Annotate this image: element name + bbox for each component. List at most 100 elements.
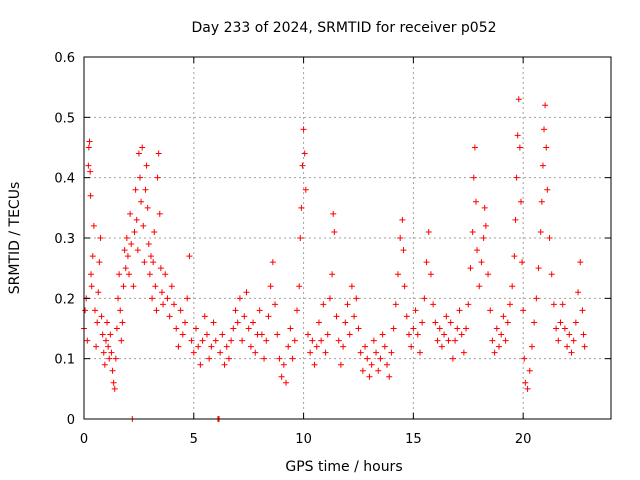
data-point [335,337,342,344]
data-point [470,174,477,181]
data-point [524,385,531,392]
data-point [399,216,406,223]
data-point [110,379,117,386]
data-point [175,343,182,350]
data-point [344,301,351,308]
data-point [333,313,340,320]
data-point [136,174,143,181]
data-point [498,331,505,338]
data-point [400,247,407,254]
data-point [158,289,165,296]
data-point [456,307,463,314]
data-point [223,343,230,350]
data-point [232,307,239,314]
data-point [487,307,494,314]
data-point [219,331,226,338]
data-point [287,325,294,332]
data-point [357,349,364,356]
data-point [561,325,568,332]
data-point [579,307,586,314]
data-point [146,271,153,278]
y-tick-label: 0 [67,413,75,428]
data-point [454,325,461,332]
data-point [151,228,158,235]
data-point [465,301,472,308]
data-point [299,162,306,169]
data-point [234,319,241,326]
data-point [276,355,283,362]
data-point [87,168,94,175]
data-point [460,349,467,356]
data-point [395,271,402,278]
data-point [150,259,157,266]
x-tick-label: 0 [80,432,88,447]
x-tick-label: 15 [405,432,422,447]
data-point [98,313,105,320]
data-point [269,259,276,266]
data-point [154,174,161,181]
data-point [94,319,101,326]
data-point [388,349,395,356]
data-point [485,271,492,278]
data-point [156,210,163,217]
data-point [95,289,102,296]
data-point [351,313,358,320]
data-point [208,343,215,350]
data-point [432,319,439,326]
x-tick-label: 5 [190,432,198,447]
data-point [512,216,519,223]
data-point [405,331,412,338]
data-point [117,307,124,314]
data-point [157,265,164,272]
data-point [370,337,377,344]
data-point [531,319,538,326]
y-tick-label: 0.6 [54,51,75,66]
data-point [526,367,533,374]
data-point [515,96,522,103]
data-point [258,331,265,338]
data-point [116,271,123,278]
data-point [384,361,391,368]
data-point [301,150,308,157]
data-point [91,307,98,314]
data-point [544,186,551,193]
data-point [311,361,318,368]
data-point [296,283,303,290]
data-point [97,235,104,241]
data-point [390,325,397,332]
data-point [123,235,130,241]
data-point [392,301,399,308]
data-point [318,337,325,344]
data-point [182,319,189,326]
data-points [81,96,588,422]
data-point [164,295,171,302]
data-point [120,283,127,290]
data-point [243,289,250,296]
chart-title: Day 233 of 2024, SRMTID for receiver p05… [191,20,496,36]
data-point [82,307,89,314]
data-point [570,337,577,344]
data-point [452,337,459,344]
data-point [414,331,421,338]
data-point [247,343,254,350]
data-point [535,265,542,272]
data-point [309,337,316,344]
data-point [84,337,91,344]
data-point [261,355,268,362]
data-point [528,343,535,350]
data-point [493,325,500,332]
data-point [119,319,126,326]
data-point [423,259,430,266]
data-point [239,337,246,344]
data-point [85,144,92,151]
data-point [201,313,208,320]
x-axis-label: GPS time / hours [285,459,402,475]
data-point [353,295,360,302]
y-tick-label: 0.5 [54,111,75,126]
data-point [533,295,540,302]
data-point [412,307,419,314]
data-point [118,337,125,344]
data-point [315,319,322,326]
data-point [478,259,485,266]
data-point [122,265,129,272]
